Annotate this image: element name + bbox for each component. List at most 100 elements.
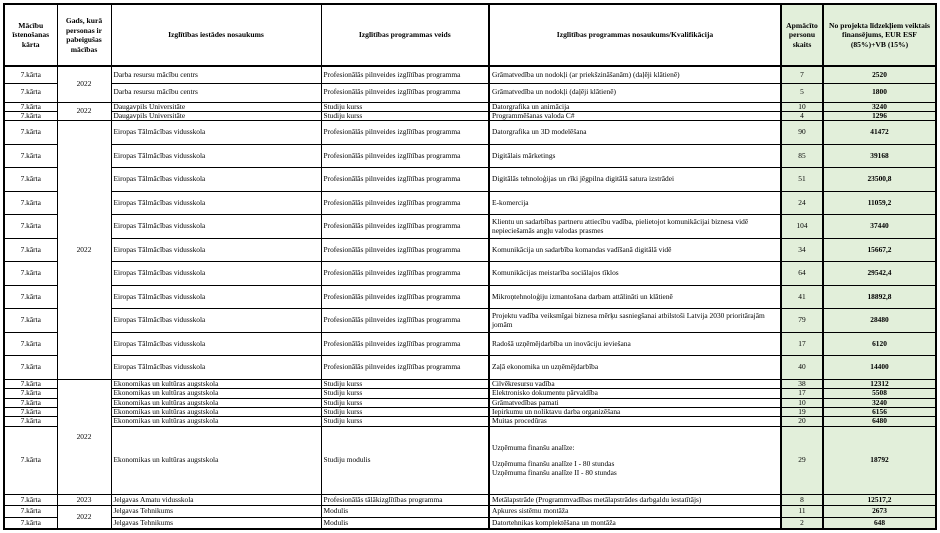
program-name-cell: Elektronisko dokumentu pārvaldība — [488, 388, 782, 399]
institution-cell: Eiropas Tālmācības vidusskola — [110, 143, 322, 169]
stage-cell: 7.kārta — [3, 110, 58, 122]
program-type-cell: Profesionālās pilnveides izglītības prog… — [320, 120, 490, 145]
institution-cell: Daugavpils Universitāte — [110, 101, 322, 112]
program-type-cell: Profesionālās pilnveides izglītības prog… — [320, 237, 490, 263]
institution-cell: Eiropas Tālmācības vidusskola — [110, 237, 322, 263]
program-type-cell: Studiju kurss — [320, 378, 490, 390]
institution-cell: Eiropas Tālmācības vidusskola — [110, 355, 322, 380]
funding-cell: 29542,4 — [822, 261, 937, 286]
year-cell: 2022 — [56, 378, 112, 495]
table-row: 7.kārta 2022 Eiropas Tālmācības vidusskola… — [3, 120, 937, 380]
stage-cell: 7.kārta — [3, 214, 58, 239]
year-cell: 2022 — [56, 505, 112, 530]
program-name-cell: Radošā uzņēmējdarbība un inovāciju ievie… — [488, 331, 782, 357]
program-type-cell: Studiju kurss — [320, 416, 490, 427]
persons-cell: 17 — [780, 331, 824, 357]
program-type-cell: Studiju kurss — [320, 407, 490, 418]
persons-cell: 11 — [780, 505, 824, 518]
program-type-cell: Studiju kurss — [320, 397, 490, 409]
funding-cell: 12517,2 — [822, 493, 937, 507]
program-name-cell: Metālapstrāde (Programmvadības metālapst… — [488, 493, 782, 507]
institution-cell: Daugavpils Universitāte — [110, 110, 322, 122]
funding-cell: 14400 — [822, 355, 937, 380]
stage-cell: 7.kārta — [3, 143, 58, 169]
funding-cell: 3240 — [822, 397, 937, 409]
table-row: 7.kārta Eiropas Tālmācības vidusskola Prof… — [3, 237, 937, 263]
stage-cell: 7.kārta — [3, 190, 58, 216]
program-name-cell: Datorgrafika un animācija — [488, 101, 782, 112]
program-name-cell: Zaļā ekonomika un uzņēmējdarbība — [488, 355, 782, 380]
funding-cell: 12312 — [822, 378, 937, 390]
institution-cell: Jelgavas Tehnikums — [110, 516, 322, 530]
program-name-cell: Komunikācijas meistarība sociālajos tīkl… — [488, 261, 782, 286]
institution-cell: Ekonomikas un kultūras augstskola — [110, 388, 322, 399]
program-type-cell: Modulis — [320, 505, 490, 518]
persons-cell: 8 — [780, 493, 824, 507]
persons-cell: 104 — [780, 214, 824, 239]
program-name-cell: Komunikācija un sadarbība komandas vadīš… — [488, 237, 782, 263]
persons-cell: 20 — [780, 416, 824, 427]
stage-cell: 7.kārta — [3, 425, 58, 495]
persons-cell: 38 — [780, 378, 824, 390]
table-row: 7.kārta Eiropas Tālmācības vidusskola Prof… — [3, 355, 937, 380]
funding-cell: 1296 — [822, 110, 937, 122]
persons-cell: 34 — [780, 237, 824, 263]
year-cell: 2023 — [56, 493, 112, 507]
funding-cell: 5508 — [822, 388, 937, 399]
header-stage: Mācību īstenošanas kārta — [3, 3, 58, 67]
program-type-cell: Profesionālās pilnveides izglītības prog… — [320, 284, 490, 310]
institution-cell: Eiropas Tālmācības vidusskola — [110, 308, 322, 333]
funding-cell: 37440 — [822, 214, 937, 239]
program-name-cell: Grāmatvedība un nodokļi (ar priekšzināša… — [488, 65, 782, 84]
program-type-cell: Profesionālās pilnveides izglītības prog… — [320, 143, 490, 169]
table-row: 7.kārta Eiropas Tālmācības vidusskola Prof… — [3, 214, 937, 239]
stage-cell: 7.kārta — [3, 516, 58, 530]
stage-cell: 7.kārta — [3, 416, 58, 427]
funding-cell: 2520 — [822, 65, 937, 84]
table-row: 7.kārta Ekonomikas un kultūras augstskola… — [3, 416, 937, 427]
funding-cell: 23500,8 — [822, 167, 937, 192]
program-name-cell: Digitālās tehnoloģijas un rīki jēgpilna … — [488, 167, 782, 192]
funding-table: Mācību īstenošanas kārta Gads, kurā pers… — [3, 3, 937, 530]
program-name-cell: Grāmatvedība un nodokļi (daļēji klātienē… — [488, 82, 782, 103]
institution-cell: Darba resursu mācību centrs — [110, 82, 322, 103]
institution-cell: Jelgavas Amatu vidusskola — [110, 493, 322, 507]
funding-cell: 1800 — [822, 82, 937, 103]
persons-cell: 40 — [780, 355, 824, 380]
stage-cell: 7.kārta — [3, 407, 58, 418]
table-row: 7.kārta Eiropas Tālmācības vidusskola Prof… — [3, 331, 937, 357]
institution-cell: Jelgavas Tehnikums — [110, 505, 322, 518]
program-type-cell: Profesionālās pilnveides izglītības prog… — [320, 190, 490, 216]
year-cell: 2022 — [56, 65, 112, 103]
stage-cell: 7.kārta — [3, 397, 58, 409]
header-program-name: Izglītības programmas nosaukums/Kvalifik… — [488, 3, 782, 67]
program-name-cell: Uzņēmuma finanšu analīze: Uzņēmuma finan… — [488, 425, 782, 495]
institution-cell: Eiropas Tālmācības vidusskola — [110, 120, 322, 145]
institution-cell: Ekonomikas un kultūras augstskola — [110, 416, 322, 427]
institution-cell: Eiropas Tālmācības vidusskola — [110, 214, 322, 239]
program-type-cell: Studiju modulis — [320, 425, 490, 495]
institution-cell: Eiropas Tālmācības vidusskola — [110, 190, 322, 216]
program-name-cell: Apkures sistēmu montāža — [488, 505, 782, 518]
funding-cell: 3240 — [822, 101, 937, 112]
program-type-cell: Modulis — [320, 516, 490, 530]
program-name-cell: Grāmatvedības pamati — [488, 397, 782, 409]
institution-cell: Eiropas Tālmācības vidusskola — [110, 284, 322, 310]
funding-cell: 18892,8 — [822, 284, 937, 310]
header-year: Gads, kurā personas ir pabeigušas mācība… — [56, 3, 112, 67]
stage-cell: 7.kārta — [3, 82, 58, 103]
funding-cell: 18792 — [822, 425, 937, 495]
program-name-cell: E-komercija — [488, 190, 782, 216]
table-body: 7.kārta 2022 Darba resursu mācību centrs Pr… — [3, 65, 937, 530]
persons-cell: 41 — [780, 284, 824, 310]
stage-cell: 7.kārta — [3, 120, 58, 145]
year-cell: 2022 — [56, 120, 112, 380]
stage-cell: 7.kārta — [3, 505, 58, 518]
persons-cell: 4 — [780, 110, 824, 122]
program-name-cell: Klientu un sadarbības partneru attiecību… — [488, 214, 782, 239]
table-row: 7.kārta Jelgavas Tehnikums Modulis Datorteh… — [3, 516, 937, 530]
table-row: 7.kārta Eiropas Tālmācības vidusskola Prof… — [3, 284, 937, 310]
persons-cell: 64 — [780, 261, 824, 286]
program-name-cell: Muitas procedūras — [488, 416, 782, 427]
program-type-cell: Profesionālās pilnveides izglītības prog… — [320, 167, 490, 192]
